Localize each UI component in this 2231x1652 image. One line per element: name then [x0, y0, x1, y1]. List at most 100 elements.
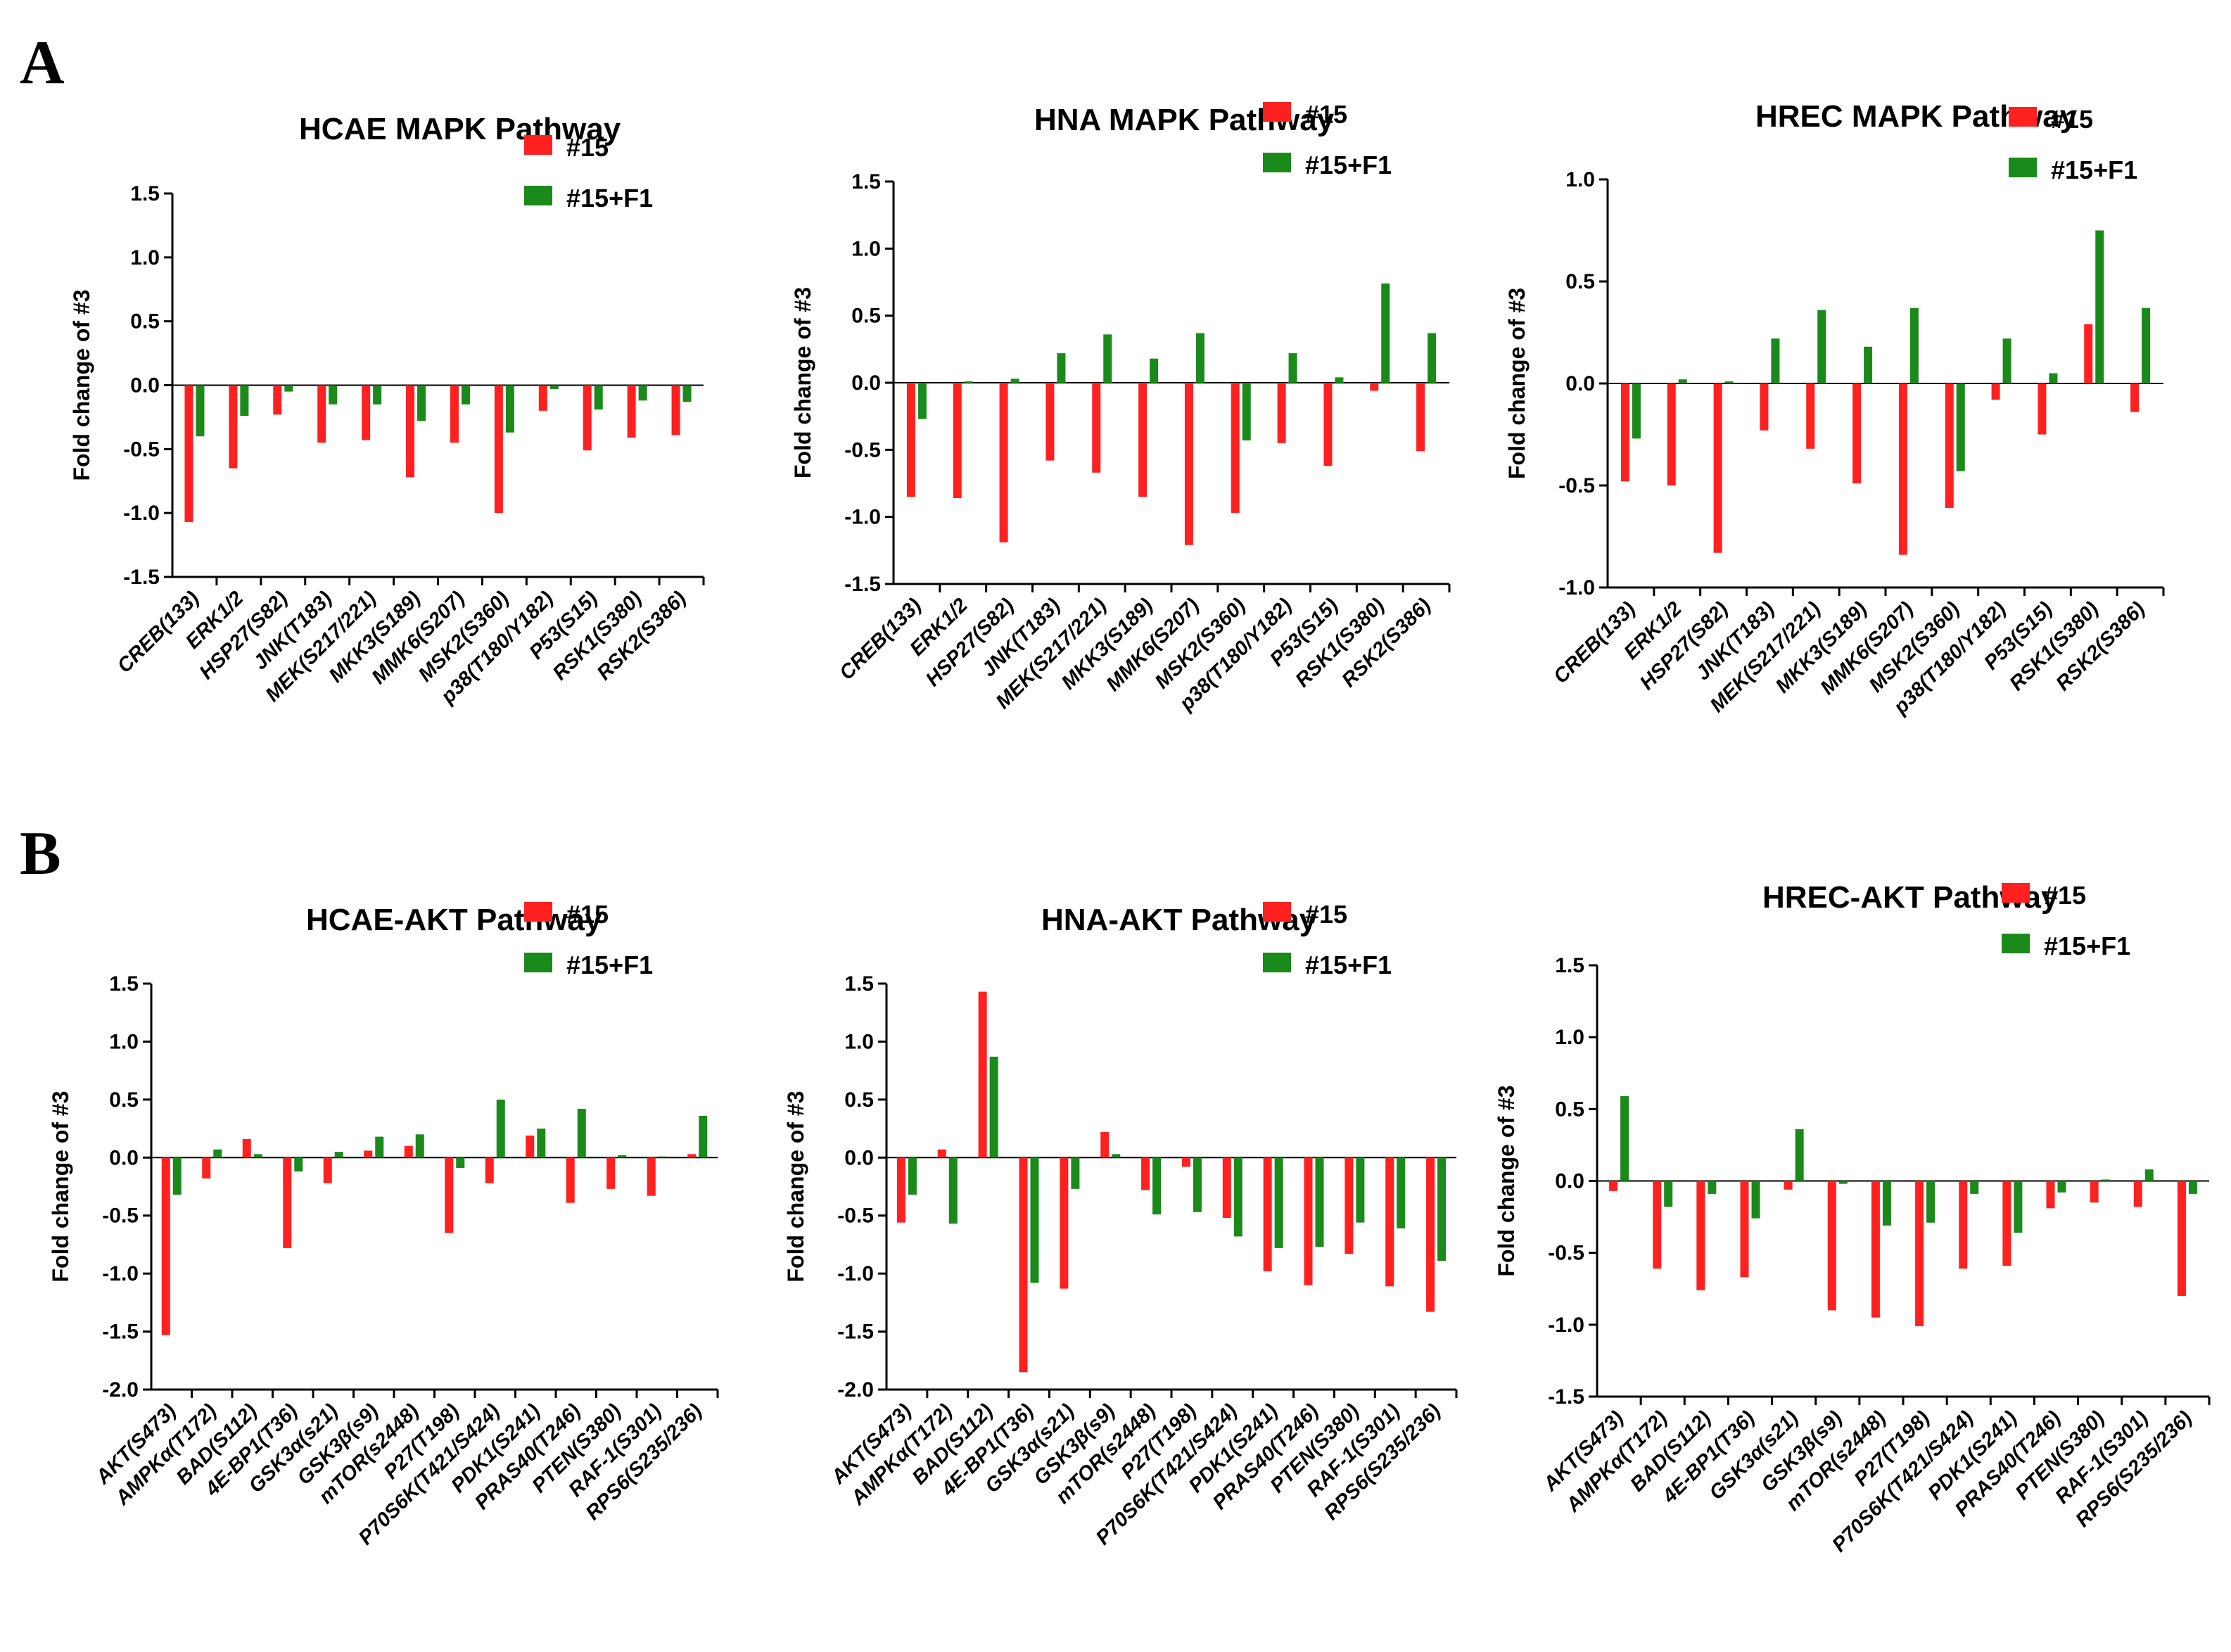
panel-label-a: A — [20, 29, 65, 97]
bar-s15 — [229, 385, 238, 469]
bar-s15-f1 — [1751, 1181, 1760, 1219]
y-axis-label: Fold change of #3 — [69, 289, 94, 481]
bar-s15 — [323, 1157, 332, 1183]
bar-s15-f1 — [1771, 338, 1780, 383]
bar-s15-f1 — [375, 1136, 384, 1158]
bar-s15 — [362, 385, 371, 440]
bar-s15 — [273, 385, 282, 415]
bar-s15-f1 — [699, 1115, 708, 1158]
bar-s15 — [1696, 1181, 1705, 1290]
bar-s15-f1 — [417, 385, 426, 421]
bar-s15 — [526, 1135, 535, 1158]
bar-s15 — [1092, 383, 1101, 473]
legend-swatch — [2009, 158, 2037, 177]
bar-s15-f1 — [1030, 1157, 1039, 1283]
bar-s15-f1 — [1864, 346, 1873, 383]
y-tick-label: -1.0 — [102, 1262, 139, 1285]
bar-s15 — [1784, 1181, 1793, 1190]
legend-label: #15+F1 — [566, 184, 653, 212]
bar-s15 — [1426, 1157, 1435, 1312]
y-tick-label: 1.0 — [1565, 168, 1595, 191]
y-tick-label: 0.5 — [1565, 270, 1595, 293]
chart-1: HCAE MAPK Pathway Fold change of #3 -1.5 -1… — [69, 112, 705, 709]
bar-s15-f1 — [1274, 1157, 1283, 1248]
legend-label: #15+F1 — [1305, 151, 1392, 179]
bar-s15 — [1060, 1157, 1069, 1289]
y-tick-label: -1.5 — [102, 1321, 139, 1344]
bar-s15 — [2002, 1181, 2011, 1266]
bar-s15-f1 — [537, 1129, 546, 1158]
legend-label: #15 — [1305, 900, 1347, 929]
bar-s15 — [2090, 1181, 2099, 1203]
bar-s15 — [202, 1157, 211, 1178]
y-tick-label: 0.0 — [130, 374, 160, 398]
y-tick-label: -0.5 — [844, 438, 881, 462]
bar-s15-f1 — [1071, 1157, 1080, 1189]
y-tick-label: 0.5 — [1555, 1098, 1584, 1121]
y-axis-label: Fold change of #3 — [48, 1091, 73, 1282]
bar-s15-f1 — [1678, 379, 1687, 383]
bar-s15-f1 — [415, 1134, 424, 1158]
y-tick-label: 1.5 — [130, 182, 160, 205]
bar-s15 — [1323, 383, 1333, 466]
bar-s15-f1 — [1233, 1157, 1242, 1237]
bar-s15-f1 — [1909, 307, 1919, 383]
legend-swatch — [2002, 934, 2030, 953]
y-tick-label: 1.0 — [851, 237, 881, 260]
y-tick-label: -0.5 — [837, 1205, 874, 1228]
bar-s15 — [1945, 383, 1954, 508]
y-tick-label: 0.5 — [851, 305, 881, 328]
bar-s15 — [1852, 383, 1862, 484]
bar-s15 — [1231, 383, 1240, 513]
bar-s15 — [1385, 1157, 1394, 1287]
y-tick-label: -0.5 — [102, 1205, 139, 1228]
bar-s15-f1 — [1795, 1129, 1804, 1181]
bar-s15 — [1740, 1181, 1749, 1278]
bar-s15 — [1141, 1157, 1150, 1190]
bar-s15-f1 — [253, 1154, 262, 1158]
bar-s15 — [283, 1157, 292, 1248]
bar-s15 — [1045, 383, 1055, 461]
bar-s15 — [1222, 1157, 1231, 1219]
bar-s15-f1 — [1335, 377, 1344, 383]
bar-s15 — [1609, 1181, 1618, 1191]
bar-s15-f1 — [1817, 310, 1826, 383]
bar-s15 — [999, 383, 1008, 542]
bar-s15-f1 — [658, 1156, 667, 1158]
bar-s15 — [627, 385, 636, 438]
bar-s15 — [494, 385, 503, 514]
bar-s15-f1 — [2188, 1181, 2197, 1194]
bar-s15 — [1277, 383, 1286, 443]
y-tick-label: 1.5 — [109, 972, 139, 996]
bar-s15 — [445, 1157, 454, 1233]
bar-s15 — [317, 385, 326, 443]
y-tick-label: 0.0 — [844, 1146, 874, 1169]
y-tick-label: 0.0 — [109, 1146, 139, 1169]
bar-s15-f1 — [1956, 383, 1965, 471]
bar-s15-f1 — [1152, 1157, 1162, 1215]
bar-s15 — [896, 1157, 905, 1223]
bar-s15 — [606, 1157, 616, 1189]
bar-s15-f1 — [1315, 1157, 1324, 1247]
bar-s15-f1 — [577, 1109, 586, 1158]
legend-swatch — [1263, 153, 1291, 172]
bar-s15-f1 — [2095, 230, 2104, 383]
bar-s15 — [184, 385, 193, 522]
legend-swatch — [1263, 902, 1291, 922]
chart-title: HCAE-AKT Pathway — [306, 903, 602, 937]
bar-s15-f1 — [948, 1157, 958, 1224]
bar-s15 — [906, 383, 915, 497]
bar-s15-f1 — [240, 385, 249, 417]
y-tick-label: -1.0 — [1558, 576, 1595, 599]
bar-s15-f1 — [1193, 1157, 1202, 1212]
bar-s15 — [1827, 1181, 1836, 1311]
bar-s15-f1 — [1724, 381, 1734, 383]
bar-s15 — [1019, 1157, 1028, 1373]
bar-s15-f1 — [2144, 1169, 2154, 1181]
legend-label: #15+F1 — [566, 951, 653, 979]
